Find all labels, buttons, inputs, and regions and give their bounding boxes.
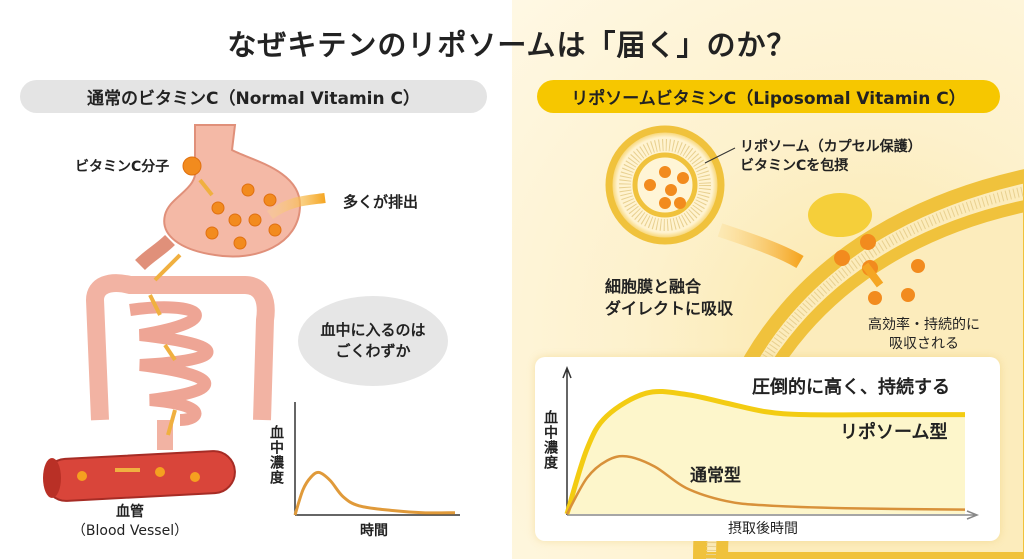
absorb-label-line: 高効率・持続的に	[868, 317, 980, 333]
page-title: なぜキテンのリポソームは「届く」のか？	[227, 28, 797, 62]
liposome-label-line: リポソーム（カプセル保護）	[740, 139, 922, 155]
bubble-line: ごくわずか	[335, 342, 411, 360]
normal-curve	[293, 470, 456, 516]
bubble-line: 血中に入るのは	[320, 321, 426, 339]
speech-bubble: 血中に入るのは ごくわずか	[298, 296, 448, 386]
vitamin-c-molecules	[182, 156, 282, 250]
vessel-label-jp: 血管	[116, 504, 144, 520]
legend-normal: 通常型	[690, 466, 741, 486]
absorb-label-line: 吸収される	[889, 336, 959, 352]
vessel-label: 血管 （Blood Vessel）	[50, 503, 210, 541]
blood-vessel-icon	[43, 450, 236, 502]
intestine-illustration	[85, 274, 275, 450]
liposome-label-line: ビタミンCを包摂	[740, 158, 849, 174]
stomach-illustration	[135, 124, 302, 271]
chart-xlabel: 摂取後時間	[728, 521, 798, 537]
flow-arrows	[115, 178, 326, 472]
absorb-label: 高効率・持続的に 吸収される	[868, 316, 980, 354]
chart-title: 圧倒的に高く、持続する	[752, 377, 950, 398]
normal-chart	[293, 402, 460, 516]
liposome-icon	[605, 125, 736, 245]
small-chart-ylabel: 血中濃度	[268, 425, 284, 485]
legend-liposome: リポソーム型	[840, 422, 948, 443]
excreted-label: 多くが排出	[343, 193, 419, 211]
fusion-label-line: 細胞膜と融合	[605, 277, 702, 296]
liposome-label: リポソーム（カプセル保護） ビタミンCを包摂	[740, 138, 922, 176]
chart-ylabel: 血中濃度	[542, 410, 558, 470]
liposomal-vitamin-c-header: リポソームビタミンC（Liposomal Vitamin C）	[537, 80, 1000, 113]
vessel-label-en: （Blood Vessel）	[71, 523, 189, 539]
normal-vitamin-c-header: 通常のビタミンC（Normal Vitamin C）	[20, 80, 487, 113]
small-chart-xlabel: 時間	[360, 523, 388, 539]
fusion-label-line: ダイレクトに吸収	[605, 299, 734, 318]
fusion-label: 細胞膜と融合 ダイレクトに吸収	[605, 276, 733, 320]
molecule-label: ビタミンC分子	[75, 159, 170, 175]
